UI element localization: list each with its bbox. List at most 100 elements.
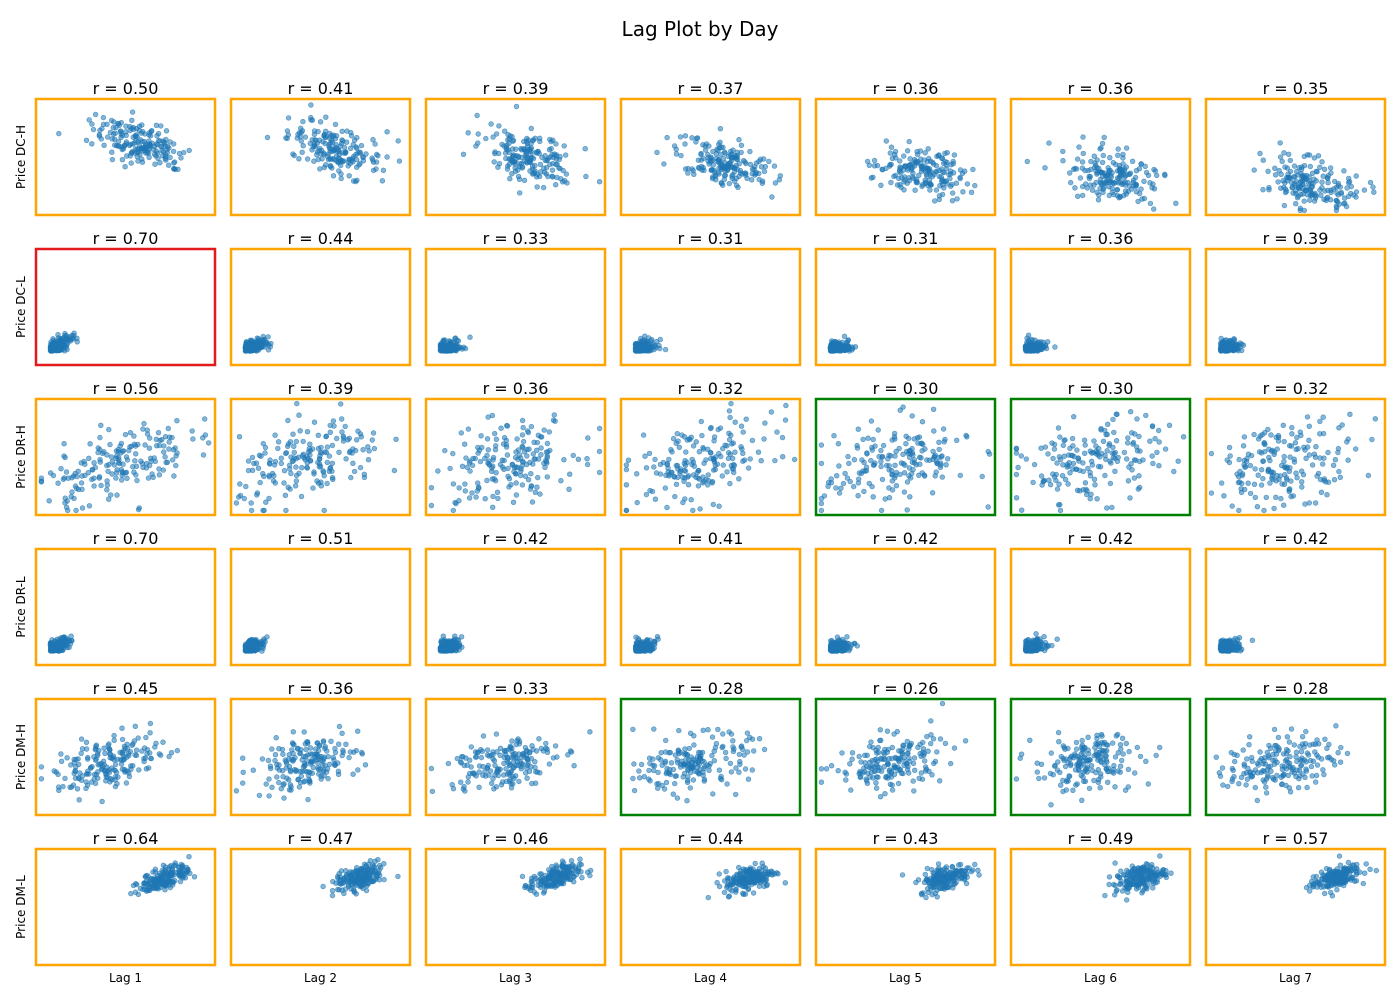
scatter-point — [566, 486, 572, 492]
scatter-point — [1268, 432, 1274, 438]
scatter-point — [520, 459, 526, 465]
scatter-panel: r = 0.37 — [619, 79, 802, 217]
scatter-point — [538, 445, 544, 451]
scatter-point — [864, 158, 871, 165]
scatter-point — [298, 138, 304, 144]
scatter-point — [929, 490, 936, 496]
scatter-point — [1281, 453, 1287, 460]
panel-r-label: r = 0.32 — [1263, 379, 1329, 398]
scatter-point — [753, 169, 759, 176]
scatter-point — [1121, 175, 1128, 181]
scatter-point — [827, 638, 834, 644]
panel-r-label: r = 0.32 — [678, 379, 744, 398]
scatter-point — [711, 167, 717, 174]
scatter-point — [662, 346, 669, 353]
scatter-point — [541, 427, 547, 433]
scatter-point — [830, 345, 836, 351]
scatter-point — [1271, 505, 1277, 512]
scatter-point — [1112, 468, 1118, 474]
scatter-point — [329, 460, 336, 466]
scatter-point — [1130, 439, 1137, 446]
scatter-point — [699, 432, 705, 439]
scatter-point — [1299, 484, 1305, 490]
scatter-point — [1025, 347, 1031, 353]
scatter-point — [89, 121, 95, 127]
scatter-point — [321, 507, 327, 514]
scatter-point — [1081, 437, 1088, 443]
scatter-panel: r = 0.32 — [1204, 379, 1387, 517]
panel-r-label: r = 0.30 — [873, 379, 939, 398]
scatter-point — [332, 121, 339, 128]
scatter-point — [673, 481, 680, 487]
scatter-point — [1254, 504, 1261, 510]
scatter-point — [123, 132, 129, 139]
scatter-point — [1100, 152, 1107, 159]
scatter-point — [538, 434, 544, 440]
scatter-point — [642, 453, 648, 459]
scatter-point — [79, 486, 85, 492]
scatter-point — [903, 441, 909, 447]
scatter-point — [1079, 165, 1086, 171]
scatter-point — [61, 453, 67, 459]
scatter-point — [930, 406, 937, 412]
scatter-point — [109, 471, 115, 477]
scatter-point — [1015, 464, 1021, 471]
scatter-point — [360, 154, 366, 161]
scatter-point — [1353, 173, 1359, 179]
scatter-point — [1079, 183, 1086, 190]
scatter-point — [1033, 638, 1040, 644]
scatter-point — [840, 480, 847, 487]
scatter-point — [1040, 478, 1046, 485]
scatter-point — [968, 189, 975, 196]
scatter-point — [301, 455, 307, 461]
scatter-point — [264, 134, 271, 141]
scatter-point — [1109, 170, 1115, 176]
scatter-point — [373, 159, 380, 165]
scatter-point — [1082, 442, 1088, 448]
scatter-point — [1291, 459, 1298, 465]
scatter-point — [728, 432, 734, 438]
panel-r-label: r = 0.36 — [483, 379, 549, 398]
scatter-point — [739, 446, 745, 452]
scatter-point — [1155, 427, 1162, 434]
scatter-point — [1327, 165, 1334, 171]
scatter-point — [654, 633, 661, 640]
scatter-point — [1119, 181, 1125, 188]
scatter-point — [698, 418, 704, 425]
scatter-point — [58, 634, 64, 641]
scatter-point — [698, 150, 704, 157]
scatter-point — [1336, 468, 1342, 475]
scatter-point — [1258, 482, 1265, 488]
scatter-point — [393, 436, 399, 442]
scatter-point — [1345, 436, 1351, 442]
scatter-point — [147, 142, 153, 149]
scatter-point — [474, 488, 480, 494]
scatter-point — [327, 145, 333, 152]
scatter-point — [1060, 158, 1066, 164]
scatter-point — [90, 126, 97, 133]
scatter-point — [1051, 441, 1058, 448]
scatter-point — [741, 457, 748, 463]
scatter-point — [904, 479, 911, 485]
scatter-point — [1121, 449, 1128, 456]
scatter-point — [299, 149, 305, 156]
scatter-point — [901, 187, 907, 193]
scatter-point — [748, 177, 755, 183]
scatter-point — [747, 161, 754, 168]
scatter-point — [1080, 150, 1087, 157]
scatter-point — [350, 460, 356, 466]
scatter-point — [852, 344, 859, 350]
scatter-point — [979, 473, 985, 480]
scatter-point — [689, 135, 695, 141]
scatter-point — [1313, 178, 1319, 184]
scatter-point — [1106, 442, 1112, 449]
scatter-point — [55, 640, 61, 647]
scatter-point — [520, 438, 527, 445]
scatter-point — [1033, 346, 1039, 353]
scatter-point — [137, 137, 144, 143]
scatter-point — [1101, 134, 1107, 141]
scatter-point — [396, 158, 403, 164]
scatter-point — [253, 460, 260, 466]
scatter-point — [726, 408, 733, 414]
scatter-point — [354, 437, 360, 443]
